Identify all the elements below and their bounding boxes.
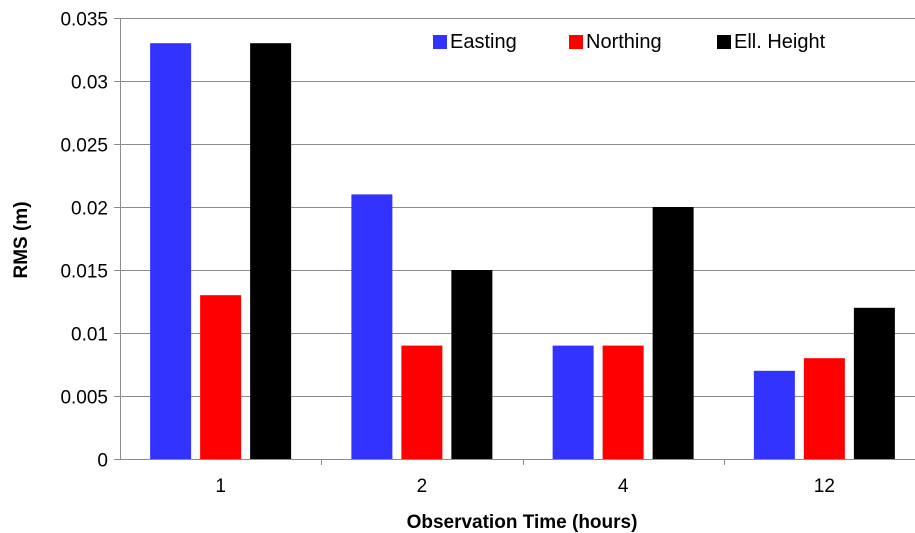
bar-easting-1 [150, 43, 192, 459]
y-tick-label: 0.03 [71, 73, 108, 94]
x-tick-label: 4 [618, 476, 629, 497]
bar-easting-4 [552, 345, 594, 459]
y-tick-label: 0.005 [60, 388, 108, 409]
legend-label: Easting [450, 31, 517, 53]
bar-easting-2 [351, 194, 393, 459]
legend-swatch [569, 35, 583, 49]
bar-ell-height-1 [250, 43, 292, 459]
x-tick-labels: 1 2 4 12 [215, 459, 835, 497]
bar-ell-height-4 [652, 207, 694, 459]
x-tick-label: 1 [215, 476, 226, 497]
bar-northing-1 [200, 295, 242, 459]
legend-label: Northing [586, 31, 662, 53]
y-tick-label: 0.015 [60, 262, 108, 283]
bar-northing-4 [602, 345, 644, 459]
bar-ell-height-12 [853, 307, 895, 459]
legend-item: Easting [433, 31, 517, 53]
y-tick-labels: 0 0.005 0.01 0.015 0.02 0.025 0.03 0.035 [60, 10, 120, 472]
axes [120, 18, 915, 460]
y-tick-label: 0.035 [60, 10, 108, 31]
x-tick-label: 12 [814, 476, 835, 497]
y-tick-label: 0.025 [60, 136, 108, 157]
legend-item: Northing [569, 31, 662, 53]
legend-swatch [433, 35, 447, 49]
bar-easting-12 [753, 370, 795, 459]
legend: Easting Northing Ell. Height [433, 31, 826, 53]
bars [150, 43, 895, 459]
legend-label: Ell. Height [734, 31, 826, 53]
bar-northing-2 [401, 345, 443, 459]
legend-item: Ell. Height [717, 31, 826, 53]
y-tick-label: 0.02 [71, 199, 108, 220]
legend-swatch [717, 35, 731, 49]
y-axis-title: RMS (m) [11, 201, 32, 278]
x-axis-title: Observation Time (hours) [407, 512, 638, 533]
x-tick-label: 2 [417, 476, 428, 497]
y-tick-label: 0.01 [71, 325, 108, 346]
bar-ell-height-2 [451, 270, 493, 459]
y-tick-label: 0 [97, 451, 108, 472]
bar-northing-12 [803, 358, 845, 459]
